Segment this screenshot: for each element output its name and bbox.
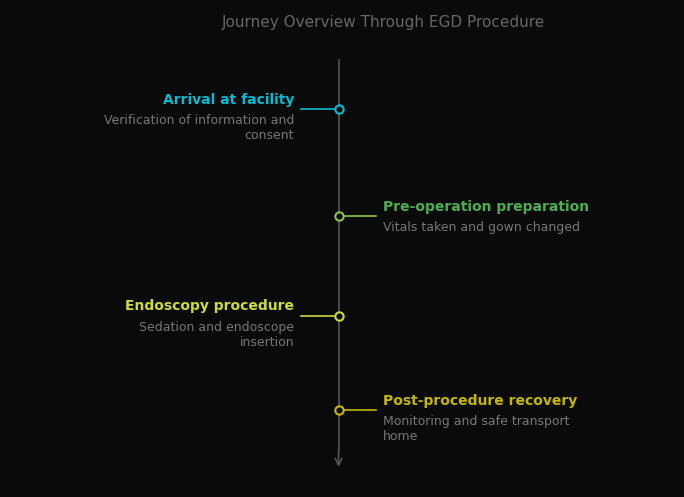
Text: Post-procedure recovery: Post-procedure recovery [383,394,577,408]
Text: Arrival at facility: Arrival at facility [163,93,294,107]
Text: Verification of information and
consent: Verification of information and consent [104,114,294,142]
Text: Pre-operation preparation: Pre-operation preparation [383,200,589,214]
Text: Monitoring and safe transport
home: Monitoring and safe transport home [383,415,570,443]
Text: Sedation and endoscope
insertion: Sedation and endoscope insertion [139,321,294,348]
Text: Endoscopy procedure: Endoscopy procedure [125,299,294,313]
Text: Journey Overview Through EGD Procedure: Journey Overview Through EGD Procedure [222,15,544,30]
Text: Vitals taken and gown changed: Vitals taken and gown changed [383,221,580,234]
